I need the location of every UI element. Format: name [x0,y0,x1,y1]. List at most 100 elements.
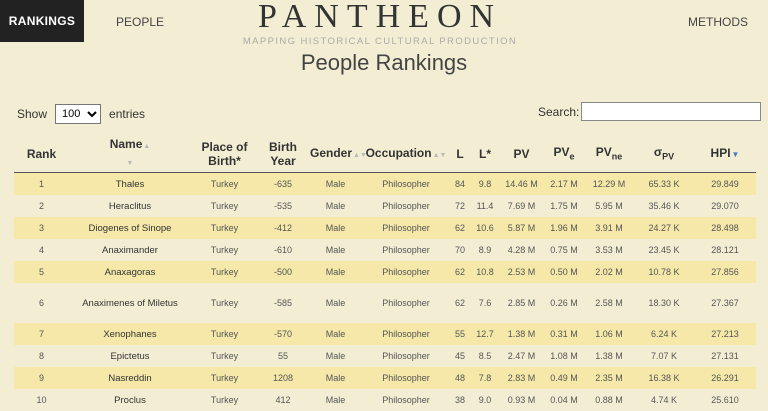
brand-logo[interactable]: PANTHEON MAPPING HISTORICAL CULTURAL PRO… [230,0,530,47]
cell-occupation: Philosopher [363,261,449,283]
col-header-occupation[interactable]: Occupation▲▼ [363,136,449,173]
cell-rank: 2 [14,195,69,217]
col-header-hpi[interactable]: HPI▼ [694,136,756,173]
cell-rank: 5 [14,261,69,283]
cell-sigma-pv: 24.27 K [634,217,694,239]
cell-name[interactable]: Nasreddin [69,367,191,389]
col-header-pve[interactable]: PVe [544,136,584,173]
table-row[interactable]: 10 Proclus Turkey 412 Male Philosopher 3… [14,389,756,411]
cell-pve: 0.26 M [544,283,584,323]
nav-methods-link[interactable]: METHODS [688,15,748,29]
cell-rank: 6 [14,283,69,323]
cell-pvne: 0.88 M [584,389,634,411]
cell-rank: 3 [14,217,69,239]
col-header-rank[interactable]: Rank [14,136,69,173]
cell-gender: Male [308,217,363,239]
table-row[interactable]: 1 Thales Turkey -635 Male Philosopher 84… [14,173,756,196]
cell-l-star: 10.8 [471,261,499,283]
cell-sigma-pv: 23.45 K [634,239,694,261]
cell-name[interactable]: Xenophanes [69,323,191,345]
cell-gender: Male [308,239,363,261]
cell-sigma-pv: 65.33 K [634,173,694,196]
brand-subtitle: MAPPING HISTORICAL CULTURAL PRODUCTION [230,36,530,47]
cell-name[interactable]: Diogenes of Sinope [69,217,191,239]
table-row[interactable]: 7 Xenophanes Turkey -570 Male Philosophe… [14,323,756,345]
table-row[interactable]: 6 Anaximenes of Miletus Turkey -585 Male… [14,283,756,323]
top-nav: RANKINGS PEOPLE PANTHEON MAPPING HISTORI… [0,0,768,42]
table-row[interactable]: 2 Heraclitus Turkey -535 Male Philosophe… [14,195,756,217]
nav-people-link[interactable]: PEOPLE [116,15,164,29]
col-header-place-of-birth[interactable]: Place of Birth* [191,136,258,173]
col-header-pvne[interactable]: PVne [584,136,634,173]
cell-l: 62 [449,261,471,283]
cell-hpi: 27.856 [694,261,756,283]
search-input[interactable] [581,102,761,121]
cell-l: 70 [449,239,471,261]
cell-occupation: Philosopher [363,173,449,196]
cell-birth-year: -412 [258,217,308,239]
table-row[interactable]: 8 Epictetus Turkey 55 Male Philosopher 4… [14,345,756,367]
cell-pvne: 3.53 M [584,239,634,261]
cell-pv: 2.53 M [499,261,544,283]
cell-pve: 0.50 M [544,261,584,283]
cell-pvne: 1.06 M [584,323,634,345]
cell-rank: 9 [14,367,69,389]
search-label: Search: [538,105,579,119]
col-header-sigma-pv[interactable]: σPV [634,136,694,173]
cell-place: Turkey [191,195,258,217]
cell-name[interactable]: Epictetus [69,345,191,367]
cell-pv: 5.87 M [499,217,544,239]
cell-l: 62 [449,283,471,323]
table-row[interactable]: 5 Anaxagoras Turkey -500 Male Philosophe… [14,261,756,283]
cell-place: Turkey [191,323,258,345]
col-header-name[interactable]: Name▲▼ [69,136,191,173]
cell-birth-year: -535 [258,195,308,217]
cell-name[interactable]: Anaximenes of Miletus [69,283,191,323]
cell-gender: Male [308,195,363,217]
cell-occupation: Philosopher [363,283,449,323]
cell-occupation: Philosopher [363,239,449,261]
cell-pvne: 1.38 M [584,345,634,367]
col-header-pv[interactable]: PV [499,136,544,173]
cell-pve: 0.31 M [544,323,584,345]
nav-rankings-link[interactable]: RANKINGS [0,0,84,42]
table-row[interactable]: 3 Diogenes of Sinope Turkey -412 Male Ph… [14,217,756,239]
cell-name[interactable]: Thales [69,173,191,196]
cell-name[interactable]: Anaximander [69,239,191,261]
col-header-l[interactable]: L [449,136,471,173]
cell-name[interactable]: Proclus [69,389,191,411]
cell-sigma-pv: 6.24 K [634,323,694,345]
page-title: People Rankings [0,50,768,76]
brand-title: PANTHEON [230,0,530,34]
entries-select[interactable]: 100 [55,104,101,124]
table-body: 1 Thales Turkey -635 Male Philosopher 84… [14,173,756,411]
cell-sigma-pv: 18.30 K [634,283,694,323]
table-row[interactable]: 4 Anaximander Turkey -610 Male Philosoph… [14,239,756,261]
cell-gender: Male [308,345,363,367]
table-row[interactable]: 9 Nasreddin Turkey 1208 Male Philosopher… [14,367,756,389]
cell-name[interactable]: Heraclitus [69,195,191,217]
cell-hpi: 27.213 [694,323,756,345]
cell-gender: Male [308,323,363,345]
cell-occupation: Philosopher [363,345,449,367]
cell-hpi: 29.070 [694,195,756,217]
col-header-l-star[interactable]: L* [471,136,499,173]
cell-sigma-pv: 4.74 K [634,389,694,411]
cell-occupation: Philosopher [363,323,449,345]
cell-place: Turkey [191,389,258,411]
cell-place: Turkey [191,367,258,389]
cell-l: 48 [449,367,471,389]
cell-rank: 4 [14,239,69,261]
sort-icon: ▲▼ [433,152,447,159]
cell-place: Turkey [191,239,258,261]
cell-l-star: 12.7 [471,323,499,345]
cell-pvne: 12.29 M [584,173,634,196]
cell-occupation: Philosopher [363,195,449,217]
col-header-gender[interactable]: Gender▲▼ [308,136,363,173]
cell-l: 72 [449,195,471,217]
cell-pv: 14.46 M [499,173,544,196]
cell-pve: 0.49 M [544,367,584,389]
col-header-birth-year[interactable]: Birth Year [258,136,308,173]
cell-name[interactable]: Anaxagoras [69,261,191,283]
cell-gender: Male [308,283,363,323]
